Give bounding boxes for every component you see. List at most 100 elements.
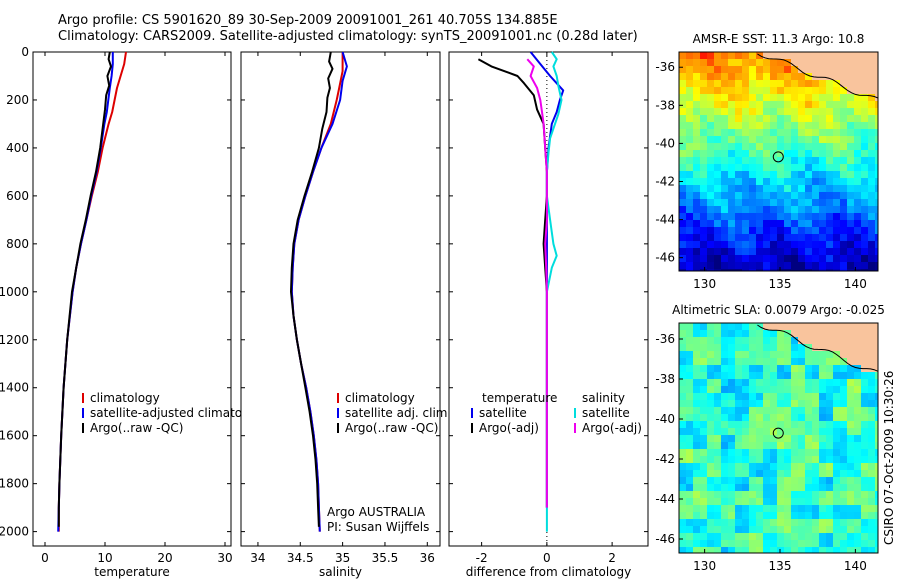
map-cell (679, 199, 687, 207)
map-cell (840, 519, 848, 527)
map-cell (756, 526, 764, 534)
map-cell (819, 323, 827, 331)
map-cell (728, 386, 736, 394)
map-cell (819, 526, 827, 534)
map-cell (742, 227, 750, 235)
map-cell (784, 129, 792, 137)
y-tick-label: 200 (6, 93, 29, 107)
map-cell (686, 66, 694, 74)
x-tick-label: 30 (217, 551, 232, 565)
map-cell (728, 101, 736, 109)
map-cell (742, 262, 750, 270)
map-cell (728, 337, 736, 345)
map-cell (763, 213, 771, 221)
map-cell (812, 337, 820, 345)
map-cell (714, 456, 722, 464)
map-cell (686, 379, 694, 387)
map-cell (791, 442, 799, 450)
legend-label: satellite-adjusted climatology (90, 406, 268, 420)
map-cell (854, 136, 862, 144)
map-cell (812, 442, 820, 450)
map-cell (791, 519, 799, 527)
map-cell (721, 108, 729, 116)
map-cell (805, 255, 813, 263)
map-cell (770, 185, 778, 193)
map-cell (742, 164, 750, 172)
map-cell (686, 248, 694, 256)
map-cell (812, 157, 820, 165)
map-cell (770, 115, 778, 123)
map-cell (833, 526, 841, 534)
map-cell (770, 241, 778, 249)
map-cell (833, 372, 841, 380)
map-cell (735, 178, 743, 186)
map-cell (784, 435, 792, 443)
difference-panel-frame (448, 51, 649, 547)
map-cell (812, 220, 820, 228)
map-cell (861, 477, 869, 485)
map-cell (847, 379, 855, 387)
map-cell (791, 421, 799, 429)
map-cell (854, 101, 862, 109)
map-cell (805, 526, 813, 534)
map-cell (700, 414, 708, 422)
map-cell (742, 136, 750, 144)
map-cell (679, 484, 687, 492)
map-cell (868, 540, 876, 548)
map-cell (868, 449, 876, 457)
map-cell (707, 66, 715, 74)
map-cell (784, 94, 792, 102)
map-cell (833, 129, 841, 137)
map-cell (791, 199, 799, 207)
map-cell (847, 400, 855, 408)
map-cell (805, 220, 813, 228)
map-cell (791, 185, 799, 193)
map-cell (819, 547, 827, 555)
map-cell (693, 519, 701, 527)
map-cell (707, 171, 715, 179)
map-cell (728, 150, 736, 158)
map-cell (707, 547, 715, 555)
map-cell (812, 456, 820, 464)
map-cell (700, 220, 708, 228)
map-cell (819, 164, 827, 172)
map-cell (833, 463, 841, 471)
map-cell (693, 400, 701, 408)
map-cell (700, 512, 708, 520)
map-cell (763, 255, 771, 263)
map-cell (777, 435, 785, 443)
map-cell (854, 178, 862, 186)
map-cell (756, 241, 764, 249)
map-cell (721, 491, 729, 499)
map-cell (742, 248, 750, 256)
map-cell (826, 206, 834, 214)
map-title: Altimetric SLA: 0.0079 Argo: -0.025 (672, 303, 885, 317)
map-cell (847, 526, 855, 534)
map-cell (868, 470, 876, 478)
map-cell (805, 449, 813, 457)
map-cell (833, 330, 841, 338)
map-cell (756, 477, 764, 485)
map-cell (805, 80, 813, 88)
map-cell (812, 365, 820, 373)
map-cell (784, 143, 792, 151)
series-line-salinity-2 (290, 51, 334, 527)
map-cell (854, 80, 862, 88)
map-cell (763, 477, 771, 485)
map-cell (700, 73, 708, 81)
map-cell (819, 505, 827, 513)
map-cell (812, 386, 820, 394)
map-cell (826, 442, 834, 450)
map-cell (784, 533, 792, 541)
map-cell (756, 421, 764, 429)
map-cell (798, 52, 806, 60)
map-cell (770, 344, 778, 352)
map-cell (777, 262, 785, 270)
map-cell (714, 80, 722, 88)
map-cell (868, 323, 876, 331)
map-cell (742, 73, 750, 81)
map-cell (784, 234, 792, 242)
map-cell (721, 358, 729, 366)
map-cell (721, 379, 729, 387)
map-cell (861, 66, 869, 74)
